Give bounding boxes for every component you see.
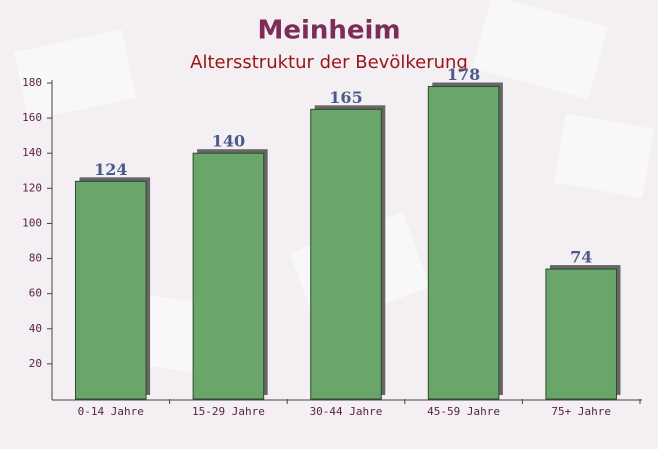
x-tick-label: 30-44 Jahre bbox=[310, 405, 383, 418]
value-label: 165 bbox=[329, 88, 362, 107]
y-tick-label: 140 bbox=[22, 146, 42, 159]
x-tick-label: 15-29 Jahre bbox=[192, 405, 265, 418]
value-label: 178 bbox=[447, 65, 480, 84]
value-label: 124 bbox=[94, 160, 127, 179]
y-tick-label: 60 bbox=[29, 287, 42, 300]
value-label: 140 bbox=[212, 132, 245, 151]
value-label: 74 bbox=[570, 248, 592, 267]
x-tick-label: 45-59 Jahre bbox=[427, 405, 500, 418]
x-tick-label: 0-14 Jahre bbox=[78, 405, 144, 418]
bar bbox=[192, 152, 265, 400]
y-tick-label: 180 bbox=[22, 76, 42, 89]
bar bbox=[310, 108, 382, 400]
y-tick-label: 120 bbox=[22, 181, 42, 194]
y-tick-label: 160 bbox=[22, 111, 42, 124]
chart-subtitle: Altersstruktur der Bevölkerung bbox=[190, 52, 468, 73]
bar bbox=[427, 86, 500, 400]
y-tick-label: 20 bbox=[29, 357, 42, 370]
y-tick-label: 40 bbox=[29, 322, 42, 335]
bar bbox=[545, 268, 617, 400]
x-tick-label: 75+ Jahre bbox=[551, 405, 611, 418]
chart-title: Meinheim bbox=[257, 16, 400, 46]
bar bbox=[75, 180, 147, 400]
y-tick-label: 80 bbox=[29, 252, 42, 265]
y-tick-label: 100 bbox=[22, 216, 42, 229]
